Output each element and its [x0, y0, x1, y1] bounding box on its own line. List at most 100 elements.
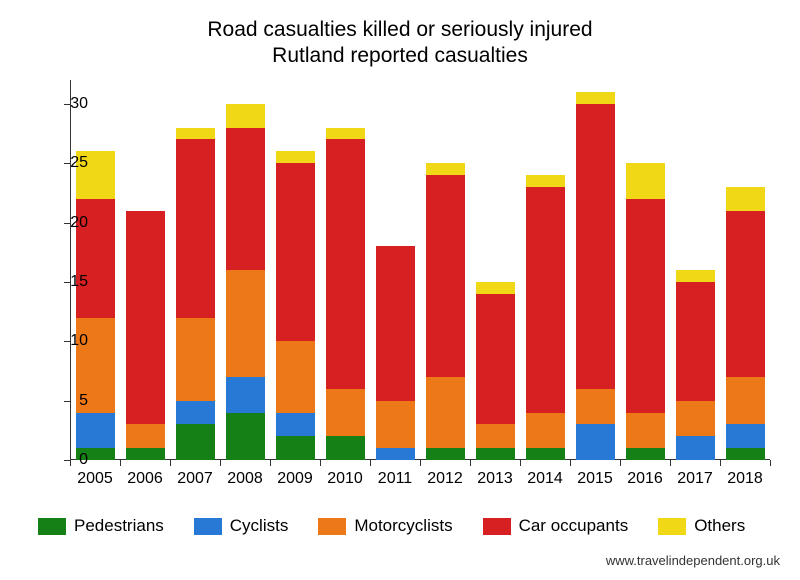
bar-seg	[426, 163, 465, 175]
bar-seg	[676, 436, 715, 460]
bar-seg	[276, 163, 315, 341]
y-tick-label: 5	[38, 392, 88, 410]
y-tick-label: 0	[38, 451, 88, 469]
legend-swatch	[318, 518, 346, 535]
bar-seg	[226, 270, 265, 377]
bar-seg	[426, 377, 465, 448]
legend-item: Cyclists	[194, 516, 289, 536]
legend-swatch	[194, 518, 222, 535]
legend-item: Pedestrians	[38, 516, 164, 536]
bar-seg	[726, 187, 765, 211]
bar-seg	[526, 175, 565, 187]
bar-seg	[626, 448, 665, 460]
x-tick-label: 2009	[277, 470, 313, 488]
bar-seg	[676, 401, 715, 437]
bar-seg	[526, 413, 565, 449]
credit-text: www.travelindependent.org.uk	[606, 553, 780, 568]
x-tick-label: 2011	[378, 470, 412, 488]
bar-seg	[476, 282, 515, 294]
bar-seg	[176, 128, 215, 140]
bar-seg	[226, 413, 265, 461]
chart-title-line1: Road casualties killed or seriously inju…	[0, 18, 800, 42]
plot-area	[70, 80, 770, 460]
bar-seg	[526, 187, 565, 413]
x-tick-label: 2007	[177, 470, 213, 488]
legend-swatch	[658, 518, 686, 535]
x-tick	[120, 460, 121, 466]
legend-swatch	[38, 518, 66, 535]
bar-seg	[126, 448, 165, 460]
bar-seg	[676, 270, 715, 282]
x-tick-label: 2005	[77, 470, 113, 488]
bar-seg	[576, 389, 615, 425]
x-tick	[670, 460, 671, 466]
x-tick-label: 2018	[727, 470, 763, 488]
bar-seg	[276, 436, 315, 460]
bar-seg	[326, 436, 365, 460]
x-tick	[420, 460, 421, 466]
bar-seg	[476, 448, 515, 460]
bar-seg	[76, 413, 115, 449]
bar-seg	[126, 211, 165, 425]
bar-seg	[726, 211, 765, 377]
bar-seg	[276, 341, 315, 412]
x-tick	[370, 460, 371, 466]
bar-seg	[176, 139, 215, 317]
bar-seg	[626, 199, 665, 413]
chart-container: Road casualties killed or seriously inju…	[0, 0, 800, 580]
x-tick-label: 2008	[227, 470, 263, 488]
x-tick	[320, 460, 321, 466]
bar-seg	[576, 92, 615, 104]
x-tick-label: 2010	[327, 470, 363, 488]
x-tick-label: 2017	[677, 470, 713, 488]
bar-seg	[476, 424, 515, 448]
bar-seg	[226, 128, 265, 271]
bar-seg	[376, 246, 415, 400]
bar-seg	[176, 318, 215, 401]
bar-seg	[176, 424, 215, 460]
legend-label: Car occupants	[519, 516, 629, 536]
x-tick-label: 2016	[627, 470, 663, 488]
x-tick	[220, 460, 221, 466]
x-tick	[170, 460, 171, 466]
y-tick-label: 25	[38, 154, 88, 172]
x-tick	[620, 460, 621, 466]
x-tick	[570, 460, 571, 466]
chart-title-line2: Rutland reported casualties	[0, 44, 800, 68]
bar-seg	[226, 104, 265, 128]
bar-seg	[476, 294, 515, 425]
bar-seg	[426, 175, 465, 377]
y-tick-label: 10	[38, 332, 88, 350]
legend-item: Motorcyclists	[318, 516, 452, 536]
bar-seg	[376, 448, 415, 460]
legend-label: Pedestrians	[74, 516, 164, 536]
x-tick-label: 2012	[427, 470, 463, 488]
bar-seg	[326, 389, 365, 437]
y-tick-label: 20	[38, 214, 88, 232]
x-tick	[470, 460, 471, 466]
bar-seg	[576, 104, 615, 389]
bar-seg	[426, 448, 465, 460]
bar-seg	[326, 139, 365, 388]
y-tick-label: 15	[38, 273, 88, 291]
x-tick	[720, 460, 721, 466]
bar-seg	[126, 424, 165, 448]
y-tick-label: 30	[38, 95, 88, 113]
bar-seg	[726, 424, 765, 448]
bar-seg	[576, 424, 615, 460]
legend-item: Car occupants	[483, 516, 629, 536]
bar-seg	[276, 151, 315, 163]
bar-seg	[676, 282, 715, 401]
bar-seg	[376, 401, 415, 449]
legend-label: Others	[694, 516, 745, 536]
bar-seg	[526, 448, 565, 460]
bar-seg	[626, 163, 665, 199]
legend-label: Cyclists	[230, 516, 289, 536]
legend-item: Others	[658, 516, 745, 536]
bar-seg	[726, 377, 765, 425]
x-tick-label: 2014	[527, 470, 563, 488]
bar-seg	[176, 401, 215, 425]
x-tick-label: 2015	[577, 470, 613, 488]
bar-seg	[626, 413, 665, 449]
x-tick-label: 2006	[127, 470, 163, 488]
